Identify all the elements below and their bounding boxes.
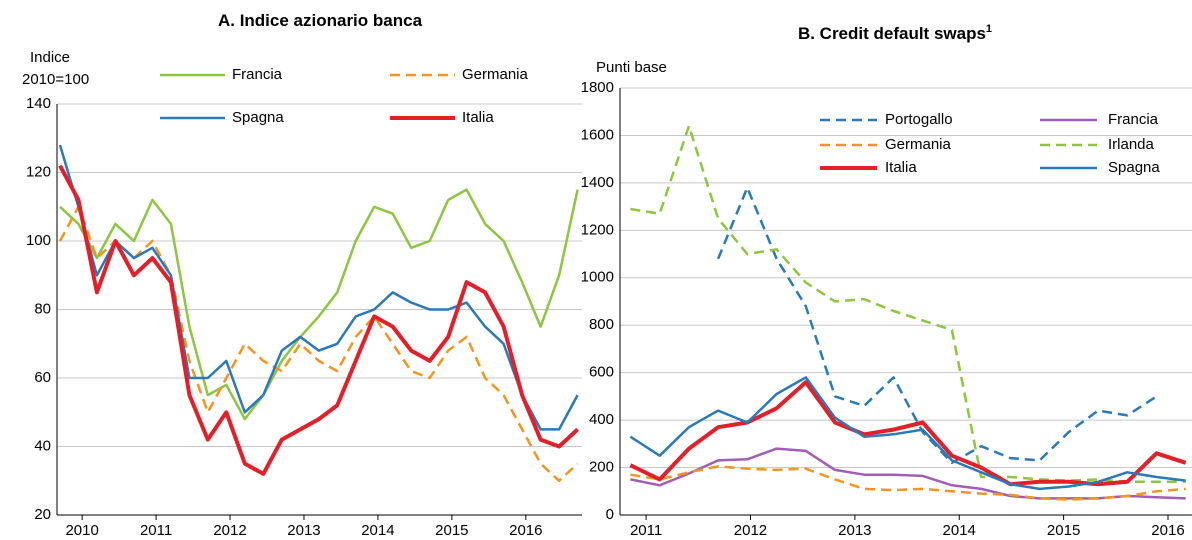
y-tick-label: 200 (589, 459, 614, 476)
series-line (630, 465, 1186, 501)
series-line (58, 164, 579, 476)
x-tick-label: 2010 (65, 522, 98, 539)
y-tick-label: 60 (34, 369, 51, 386)
y-tick-label: 20 (34, 506, 51, 523)
x-tick-label: 2015 (1047, 522, 1080, 539)
legend-label: Francia (1108, 111, 1159, 128)
y-tick-label: 80 (34, 300, 51, 317)
legend-label: Italia (885, 159, 917, 176)
x-tick-label: 2013 (838, 522, 871, 539)
series-line (630, 447, 1186, 500)
y-tick-label: 800 (589, 316, 614, 333)
series-line (716, 186, 1158, 465)
legend-label: Irlanda (1108, 136, 1155, 153)
y-tick-label: 1400 (581, 174, 614, 191)
series-line (630, 124, 1186, 484)
title-superscript: 1 (986, 23, 992, 35)
legend-label: Francia (232, 66, 283, 83)
x-tick-label: 2013 (287, 522, 320, 539)
legend-label: Germania (885, 136, 952, 153)
y-tick-label: 1000 (581, 269, 614, 286)
y-axis-label: Punti base (596, 59, 667, 76)
y-tick-label: 1600 (581, 126, 614, 143)
title-text: A. Indice azionario banca (218, 11, 423, 30)
x-tick-label: 2012 (734, 522, 767, 539)
series-line (59, 188, 579, 421)
y-axis-label: 2010=100 (22, 71, 89, 88)
title-text: B. Credit default swaps (798, 24, 986, 43)
x-tick-label: 2016 (1151, 522, 1184, 539)
y-tick-label: 120 (26, 163, 51, 180)
y-tick-label: 0 (606, 506, 614, 523)
x-tick-label: 2016 (509, 522, 542, 539)
x-tick-label: 2011 (630, 522, 662, 539)
chart-title: B. Credit default swaps1 (798, 23, 992, 44)
series-line (58, 205, 579, 483)
legend-label: Spagna (232, 109, 284, 126)
chart-title: A. Indice azionario banca (218, 11, 423, 30)
y-tick-label: 400 (589, 411, 614, 428)
y-tick-label: 140 (26, 95, 51, 112)
y-tick-label: 1800 (581, 79, 614, 96)
y-tick-label: 40 (34, 437, 51, 454)
y-tick-label: 600 (589, 364, 614, 381)
y-tick-label: 1200 (581, 221, 614, 238)
legend-label: Italia (462, 109, 494, 126)
legend-label: Portogallo (885, 111, 953, 128)
series-line (58, 144, 579, 431)
series-line (629, 376, 1186, 491)
legend-label: Germania (462, 66, 529, 83)
x-tick-label: 2011 (140, 522, 172, 539)
x-tick-label: 2014 (943, 522, 976, 539)
x-tick-label: 2014 (361, 522, 394, 539)
legend-label: Spagna (1108, 159, 1160, 176)
x-tick-label: 2012 (213, 522, 246, 539)
y-axis-label: Indice (30, 49, 70, 66)
x-tick-label: 2015 (435, 522, 468, 539)
y-tick-label: 100 (26, 232, 51, 249)
